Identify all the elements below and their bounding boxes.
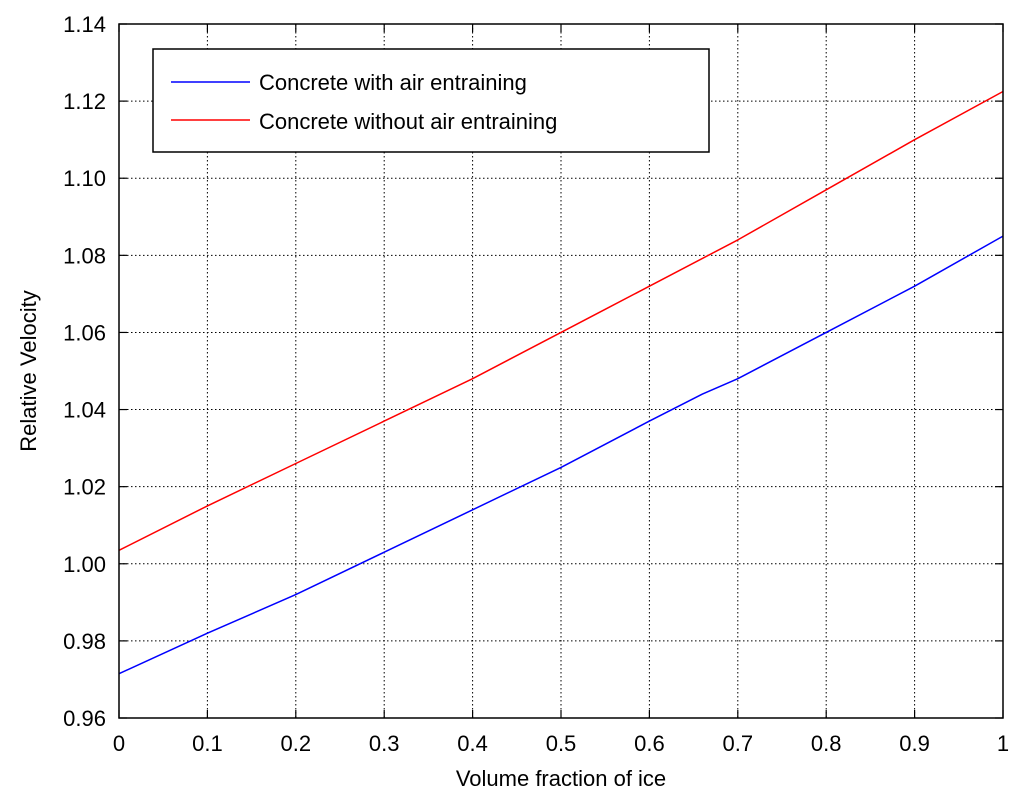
y-tick-label: 0.98	[63, 629, 106, 654]
x-tick-label: 0	[113, 731, 125, 756]
y-tick-label: 1.10	[63, 166, 106, 191]
legend-label-with-air: Concrete with air entraining	[259, 70, 527, 95]
series-line-with-air-entraining	[118, 235, 1004, 675]
x-tick-label: 0.2	[281, 731, 312, 756]
legend-label-without-air: Concrete without air entraining	[259, 109, 557, 134]
series-lines	[118, 90, 1004, 675]
x-tick-label: 0.6	[634, 731, 665, 756]
y-tick-label: 1.12	[63, 89, 106, 114]
x-tick-label: 1	[997, 731, 1009, 756]
y-tick-label: 1.04	[63, 398, 106, 423]
y-tick-label: 1.14	[63, 12, 106, 37]
y-tick-label: 1.08	[63, 243, 106, 268]
legend: Concrete with air entraining Concrete wi…	[152, 48, 710, 153]
x-tick-label: 0.7	[723, 731, 754, 756]
x-tick-label: 0.5	[546, 731, 577, 756]
y-axis-label: Relative Velocity	[16, 290, 41, 451]
x-tick-label: 0.1	[192, 731, 223, 756]
y-tick-label: 0.96	[63, 706, 106, 731]
x-tick-label: 0.9	[899, 731, 930, 756]
x-tick-label: 0.4	[457, 731, 488, 756]
x-tick-labels: 0 0.1 0.2 0.3 0.4 0.5 0.6 0.7 0.8 0.9 1	[113, 731, 1009, 756]
y-tick-label: 1.06	[63, 320, 106, 345]
x-tick-label: 0.8	[811, 731, 842, 756]
y-tick-label: 1.02	[63, 475, 106, 500]
y-tick-labels: 0.96 0.98 1.00 1.02 1.04 1.06 1.08 1.10 1.12 1.14	[63, 12, 106, 731]
y-tick-label: 1.00	[63, 552, 106, 577]
x-axis-label: Volume fraction of ice	[456, 766, 666, 791]
x-tick-label: 0.3	[369, 731, 400, 756]
legend-box	[152, 48, 710, 153]
grid-lines	[119, 24, 1003, 718]
axis-ticks	[118, 23, 1004, 719]
series-line-without-air-entraining	[118, 90, 1004, 551]
